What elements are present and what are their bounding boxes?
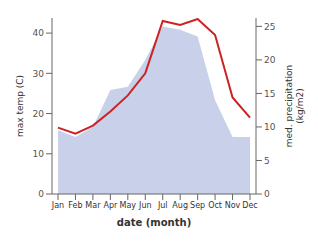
svg-text:med. precipitation(kg/m2): med. precipitation(kg/m2) bbox=[284, 65, 305, 147]
svg-text:10: 10 bbox=[264, 122, 276, 132]
svg-text:Nov: Nov bbox=[225, 201, 241, 210]
svg-text:May: May bbox=[120, 201, 137, 210]
svg-text:15: 15 bbox=[264, 89, 275, 99]
svg-text:Dec: Dec bbox=[242, 201, 257, 210]
svg-text:Feb: Feb bbox=[68, 201, 82, 210]
svg-text:Jul: Jul bbox=[157, 201, 168, 210]
svg-text:20: 20 bbox=[264, 55, 276, 65]
svg-text:max temp (C): max temp (C) bbox=[15, 75, 25, 137]
svg-text:date (month): date (month) bbox=[117, 217, 191, 228]
svg-text:Oct: Oct bbox=[208, 201, 222, 210]
svg-text:0: 0 bbox=[264, 189, 270, 199]
svg-text:Mar: Mar bbox=[85, 201, 101, 210]
svg-text:Jan: Jan bbox=[51, 201, 64, 210]
svg-text:10: 10 bbox=[33, 149, 45, 159]
svg-text:25: 25 bbox=[264, 22, 275, 32]
svg-text:30: 30 bbox=[33, 69, 45, 79]
svg-text:0: 0 bbox=[38, 189, 44, 199]
svg-text:20: 20 bbox=[33, 109, 45, 119]
svg-text:Jun: Jun bbox=[138, 201, 152, 210]
svg-text:Sep: Sep bbox=[190, 201, 205, 210]
svg-text:Apr: Apr bbox=[103, 201, 118, 210]
svg-text:5: 5 bbox=[264, 156, 270, 166]
svg-text:40: 40 bbox=[33, 28, 45, 38]
svg-text:Aug: Aug bbox=[172, 201, 188, 210]
